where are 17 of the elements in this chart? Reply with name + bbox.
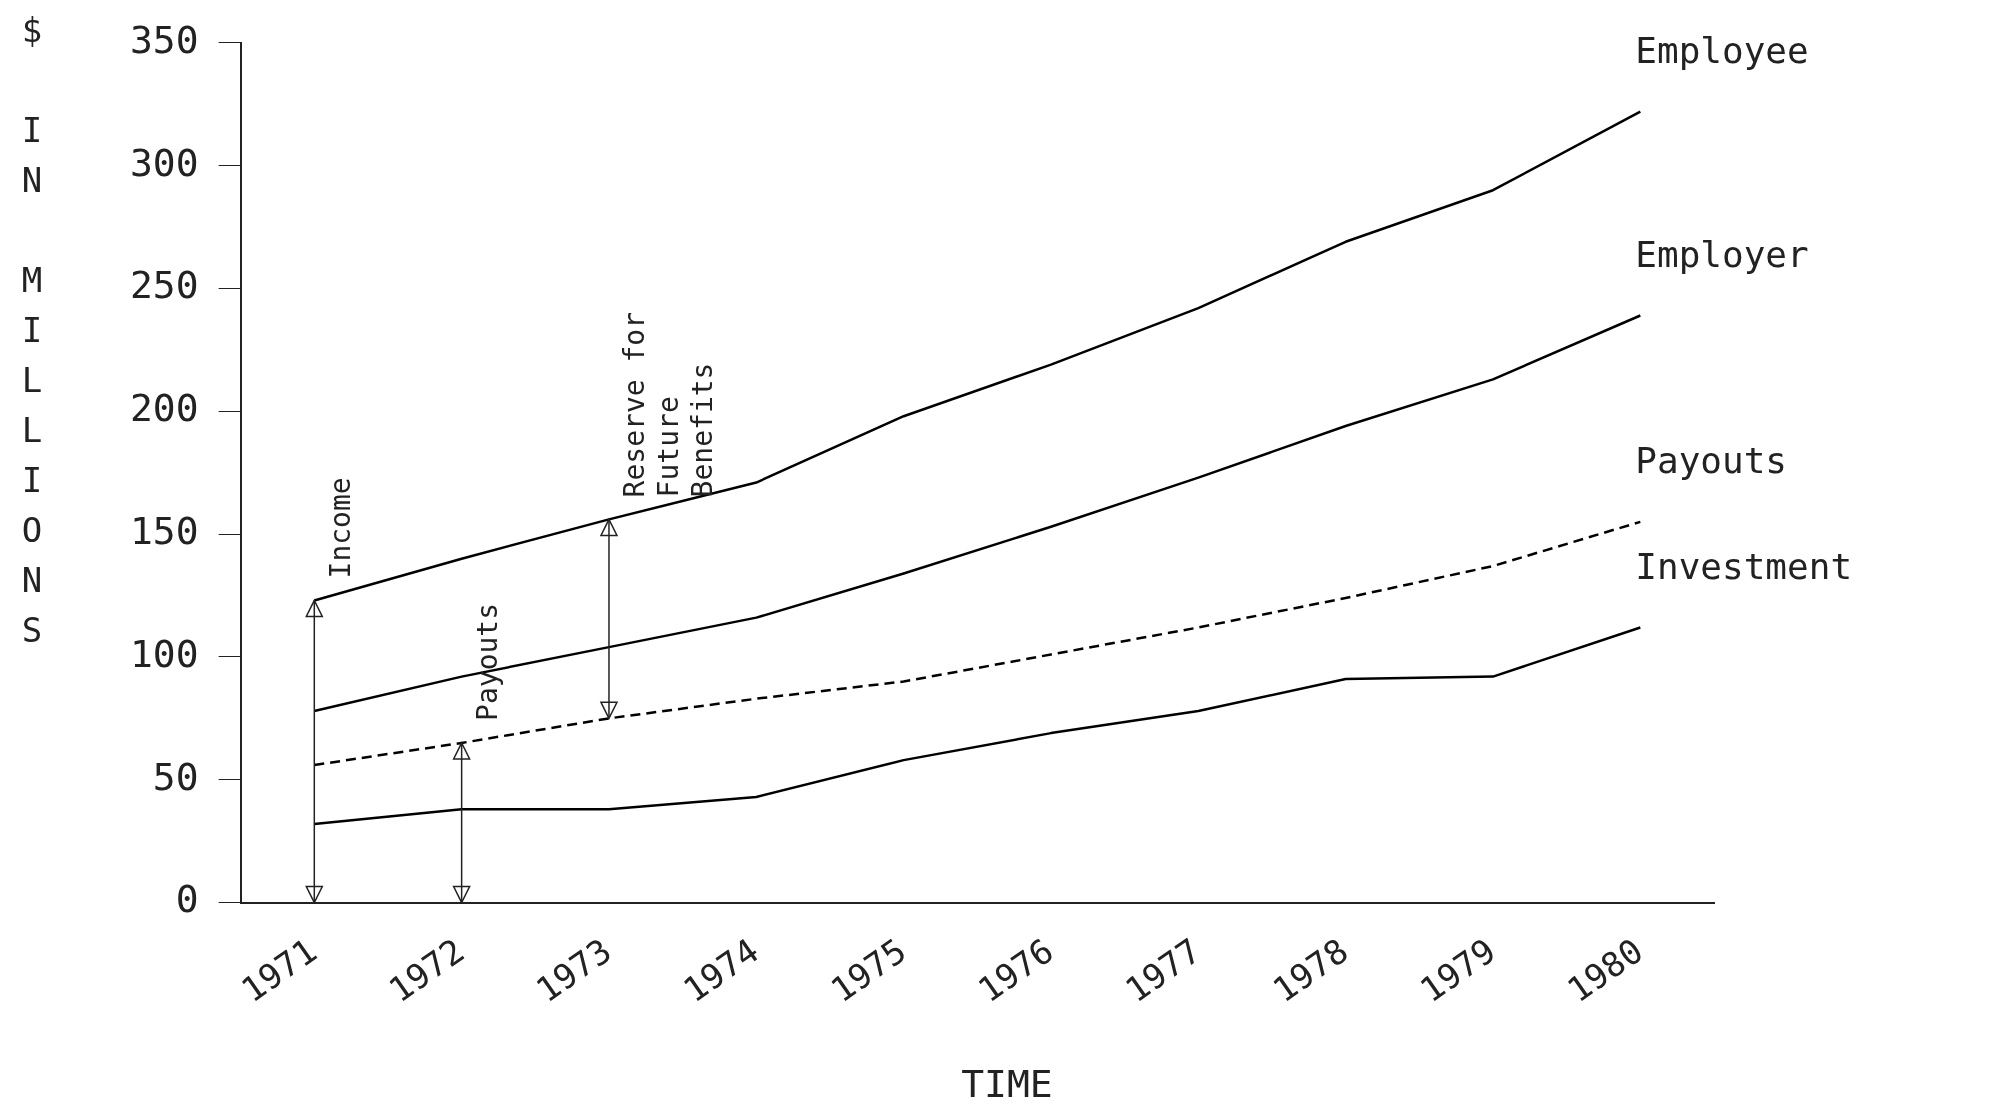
y-tick-label: 100	[129, 631, 199, 676]
series-label: Employee	[1635, 29, 1809, 71]
series-label: Employer	[1635, 233, 1809, 275]
y-tick-label: 150	[129, 509, 199, 553]
annotation: Reserve for Future Benefits	[618, 311, 720, 498]
series-label: Payouts	[1635, 440, 1788, 482]
x-axis-title: TIME	[960, 1062, 1054, 1106]
series-label: Investment	[1635, 545, 1853, 587]
y-tick-label: 300	[129, 140, 199, 185]
y-axis-title: $ IN MILLIONS	[12, 10, 52, 662]
annotation: Income	[323, 477, 357, 579]
annotation: Payouts	[470, 602, 504, 721]
y-tick-label: 350	[129, 17, 199, 62]
y-tick-label: 50	[152, 754, 199, 799]
y-tick-label: 200	[129, 386, 199, 431]
y-tick-label: 0	[175, 877, 199, 922]
y-tick-label: 250	[129, 263, 199, 308]
